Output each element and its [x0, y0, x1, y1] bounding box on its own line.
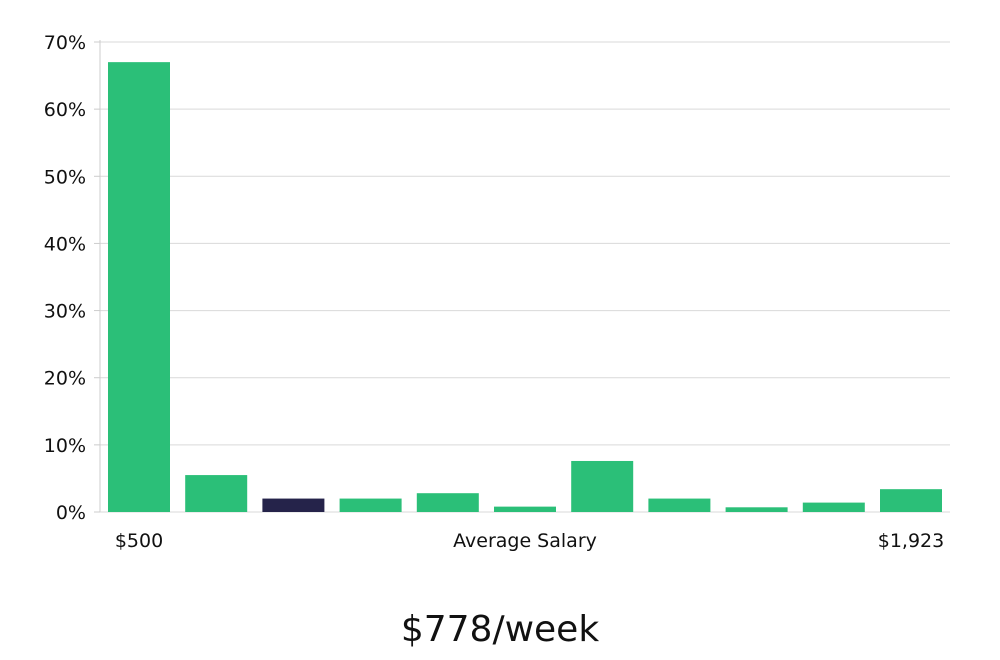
salary-histogram: 0% 10% 20% 30% 40% 50% 60% 70% $500 Average Sal… — [44, 32, 950, 552]
bar-highlighted — [262, 498, 325, 512]
bar — [802, 502, 865, 512]
y-tick-label: 10% — [44, 435, 86, 457]
average-salary-caption: $778/week — [400, 609, 600, 650]
bar — [185, 475, 248, 512]
gridlines — [100, 41, 950, 446]
y-tick-label: 30% — [44, 301, 86, 323]
bar — [880, 489, 942, 512]
bar — [571, 460, 634, 512]
bar — [494, 506, 556, 512]
y-tick-label: 40% — [44, 233, 86, 255]
bars — [108, 62, 942, 513]
x-axis-labels: $500 Average Salary $1,923 — [115, 530, 944, 552]
bar — [725, 507, 788, 512]
axes — [99, 40, 950, 513]
y-axis-ticks: 0% 10% 20% 30% 40% 50% 60% 70% — [44, 32, 100, 524]
bar — [108, 62, 170, 513]
bar — [648, 498, 711, 512]
y-tick-label: 0% — [56, 502, 86, 524]
y-tick-label: 50% — [44, 166, 86, 188]
x-start-label: $500 — [115, 530, 163, 552]
bar — [416, 493, 479, 512]
bar — [339, 498, 402, 512]
x-axis-title: Average Salary — [453, 530, 597, 552]
y-tick-label: 70% — [44, 32, 86, 54]
y-tick-label: 60% — [44, 99, 86, 121]
chart-canvas: 0% 10% 20% 30% 40% 50% 60% 70% $500 Average Sal… — [44, 32, 950, 552]
x-end-label: $1,923 — [878, 530, 944, 552]
y-tick-label: 20% — [44, 368, 86, 390]
